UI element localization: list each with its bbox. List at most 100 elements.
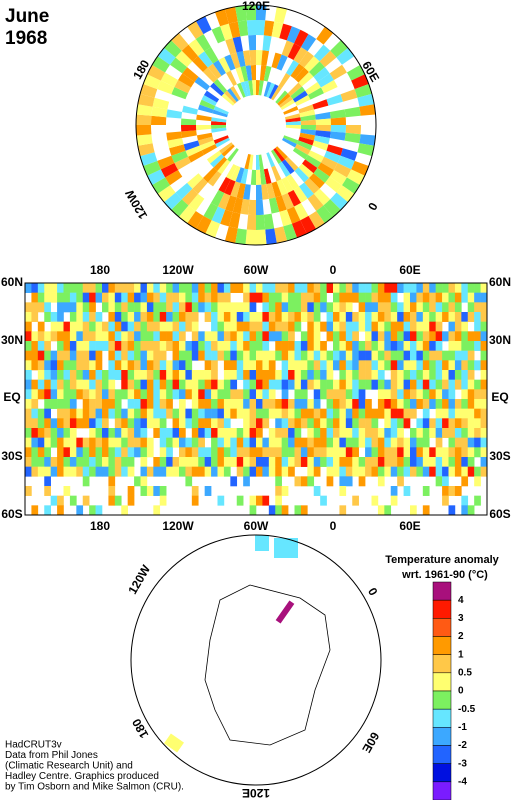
grid-cell [384,379,392,390]
grid-cell [146,379,154,390]
grid-cell [114,418,122,429]
polar-cell [152,97,170,110]
grid-cell [114,312,122,322]
grid-cell [371,350,379,361]
grid-cell [365,428,372,438]
grid-cell [146,399,154,409]
grid-cell [474,331,481,342]
grid-cell [108,408,116,419]
grid-cell [37,350,45,361]
grid-cell [422,321,430,332]
grid-cell [121,341,128,351]
grid-cell [121,370,128,380]
grid-cell [461,408,469,419]
grid-cell [294,379,302,390]
grid-cell [223,447,231,458]
grid-cell [307,283,315,293]
grid-cell [442,283,449,293]
grid-cell [243,321,250,332]
grid-cell [127,331,135,342]
polar-cell [351,74,369,90]
polar-cell [245,5,256,21]
grid-cell [153,418,161,429]
grid-cell [204,312,212,322]
grid-cell [442,408,449,419]
polar-cell [228,21,241,39]
polar-cell [300,125,317,131]
grid-cell [422,457,430,467]
polar-cell [192,56,208,72]
grid-cell [345,428,353,438]
grid-cell [108,389,116,400]
grid-cell [127,457,135,467]
grid-cell [223,379,231,390]
grid-cell [262,321,270,332]
grid-cell [76,283,84,293]
grid-cell [435,447,443,458]
grid-cell [243,476,250,487]
polar-cell [175,182,193,200]
grid-cell [448,437,456,448]
grid-cell [217,428,225,438]
grid-cell [95,457,103,467]
grid-cell [146,486,154,496]
polar-cell [194,76,210,91]
grid-cell [153,389,161,400]
grid-cell [44,466,51,477]
grid-cell [37,331,45,342]
grid-cell [390,495,398,506]
grid-cell [345,341,353,351]
grid-cell [25,428,32,438]
grid-cell [461,437,469,448]
grid-cell [326,331,334,342]
grid-cell [365,437,372,448]
grid-cell [377,370,385,380]
grid-cell [140,379,148,390]
grid-cell [410,457,417,467]
polar-cell [317,162,334,177]
grid-cell [442,302,449,313]
grid-cell [185,379,193,390]
grid-cell [281,408,289,419]
grid-cell [114,370,122,380]
grid-cell [153,379,161,390]
grid-cell [102,457,109,467]
grid-cell [50,350,58,361]
grid-cell [166,447,173,458]
grid-cell [102,437,109,448]
grid-cell [89,321,96,332]
grid-cell [95,321,103,332]
grid-cell [410,321,417,332]
grid-cell [204,428,212,438]
grid-cell [416,418,424,429]
polar-cell [282,137,297,148]
grid-cell [345,476,353,487]
grid-cell [82,292,90,303]
grid-cell [69,350,77,361]
grid-cell [474,283,481,293]
grid-cell [95,341,103,351]
grid-cell [31,408,39,419]
grid-cell [172,350,180,361]
grid-cell [249,447,257,458]
grid-cell [268,408,276,419]
grid-cell [127,370,135,380]
grid-cell [275,428,282,438]
grid-cell [429,389,436,400]
grid-cell [57,379,64,390]
grid-cell [442,370,449,380]
grid-cell [384,321,392,332]
grid-cell [461,331,469,342]
grid-cell [50,292,58,303]
grid-cell [377,331,385,342]
grid-cell [114,437,122,448]
polar-cell [290,86,306,100]
grid-cell [243,457,250,467]
grid-cell [204,370,212,380]
grid-cell [461,476,469,487]
grid-cell [25,437,32,448]
polar-cell [150,115,167,125]
grid-cell [256,437,263,448]
polar-cell [323,199,341,217]
grid-cell [102,283,109,293]
